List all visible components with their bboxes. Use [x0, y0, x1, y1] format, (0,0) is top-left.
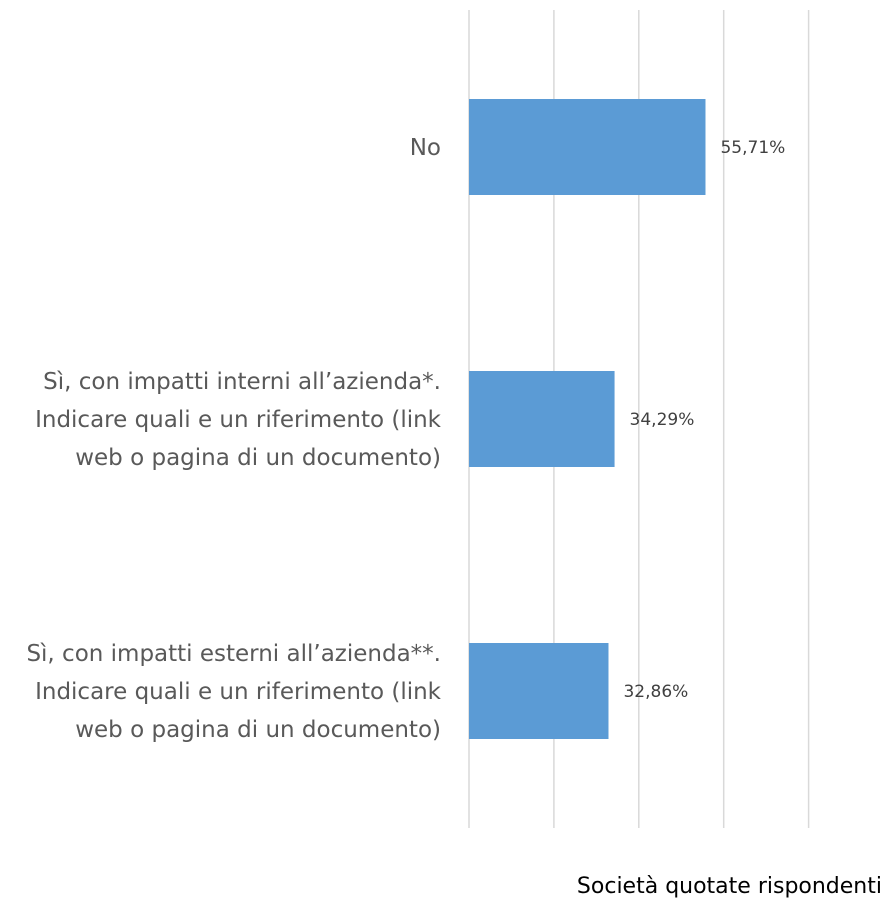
value-label-2: 32,86%: [623, 682, 688, 702]
category-label-1: Sì, con impatti interni all’azienda*. Ind…: [35, 369, 442, 471]
category-label-line: Sì, con impatti interni all’azienda*.: [43, 369, 441, 395]
category-label-line: No: [410, 135, 441, 161]
category-label-2: Sì, con impatti esterni all’azienda**. In…: [26, 641, 441, 743]
bar-0: [469, 99, 706, 195]
bar-2: [469, 643, 609, 739]
bar-1: [469, 371, 615, 467]
category-label-line: Sì, con impatti esterni all’azienda**.: [26, 641, 441, 667]
value-labels: 55,71% 34,29% 32,86%: [623, 138, 785, 702]
category-label-line: Indicare quali e un riferimento (link: [35, 679, 442, 705]
category-label-line: web o pagina di un documento): [75, 445, 441, 471]
category-label-0: No: [410, 135, 441, 161]
category-labels: No Sì, con impatti interni all’azienda*. I…: [26, 135, 441, 743]
value-label-0: 55,71%: [720, 138, 785, 158]
category-label-line: Indicare quali e un riferimento (link: [35, 407, 442, 433]
value-label-1: 34,29%: [630, 410, 695, 430]
bars: [469, 99, 706, 739]
legend-series-name: Società quotate rispondenti: [577, 874, 882, 899]
category-label-line: web o pagina di un documento): [75, 717, 441, 743]
